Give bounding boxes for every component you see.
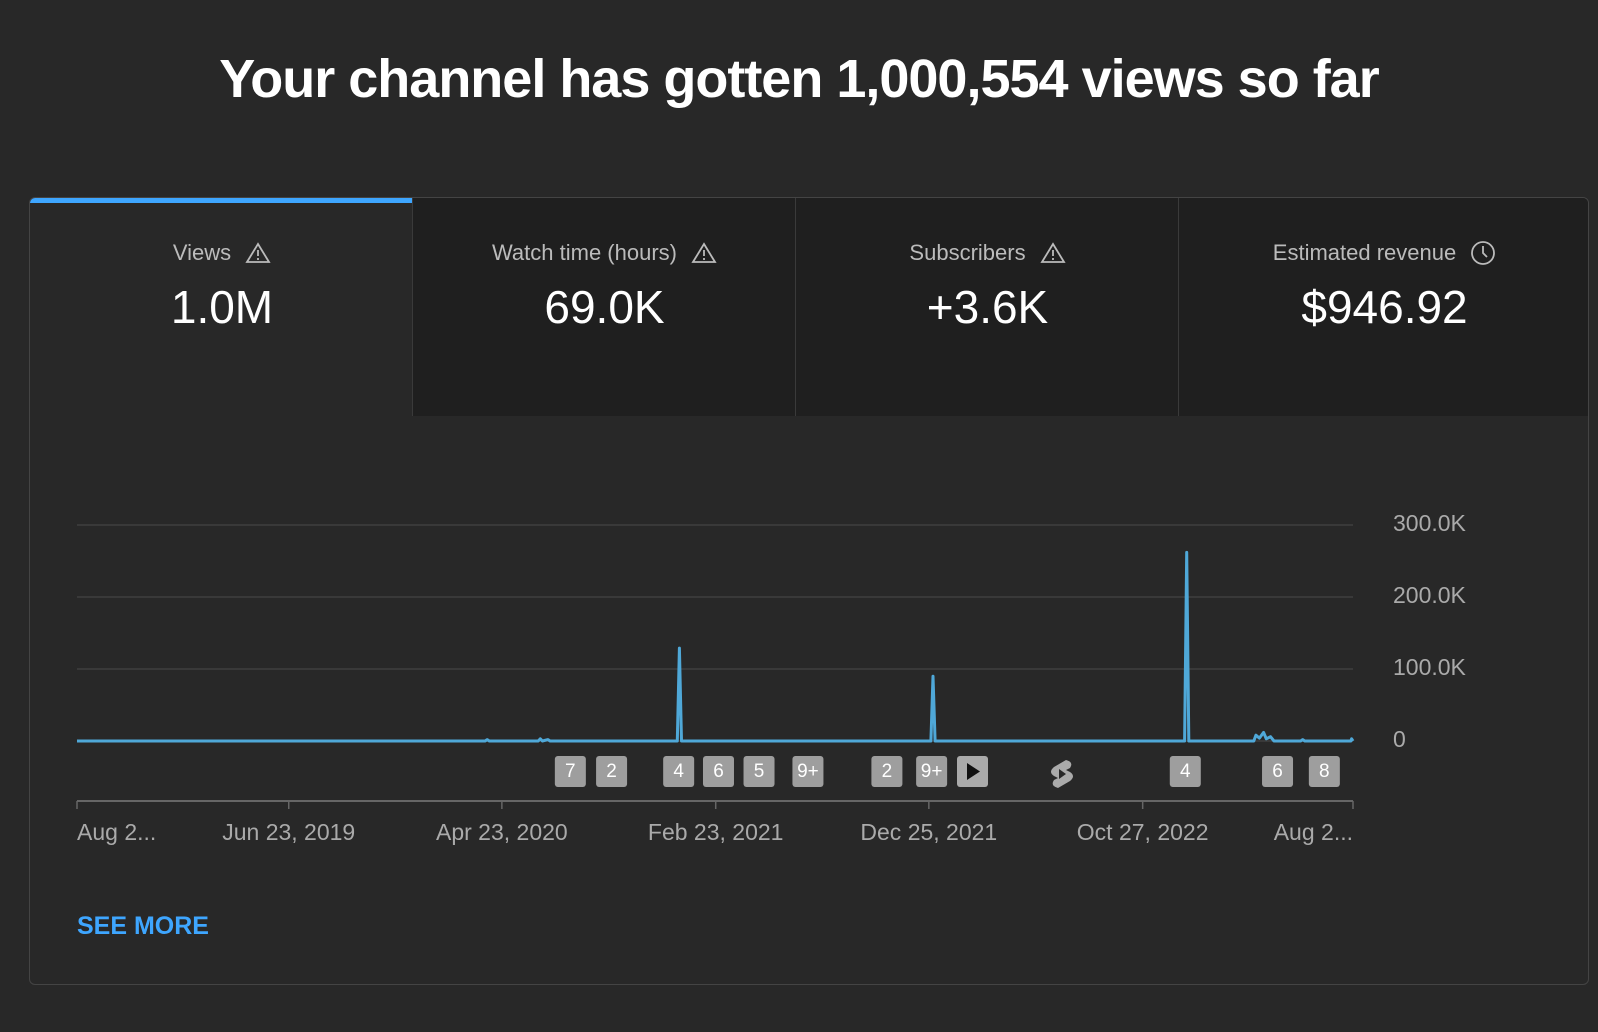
- marker-label: 9+: [797, 761, 819, 782]
- marker-box: [1308, 756, 1340, 787]
- clock-icon: [1471, 241, 1496, 265]
- marker-label: 8: [1319, 761, 1330, 782]
- video-marker[interactable]: 9+: [792, 756, 824, 787]
- line-series: [77, 550, 1355, 743]
- shorts-play: [1059, 769, 1066, 779]
- marker-label: 9+: [921, 761, 943, 782]
- tab-label: Watch time (hours): [491, 240, 677, 265]
- marker-label: 7: [565, 761, 576, 782]
- video-marker[interactable]: 5: [743, 756, 775, 787]
- marker-box: [1262, 756, 1294, 787]
- x-tick-label: Jun 23, 2019: [222, 819, 355, 845]
- video-marker[interactable]: 4: [1169, 756, 1201, 787]
- page-title: Your channel has gotten 1,000,554 views …: [219, 49, 1379, 109]
- video-marker[interactable]: 8: [1308, 756, 1340, 787]
- x-tick-label: Feb 23, 2021: [648, 819, 784, 845]
- tab[interactable]: Estimated revenue $946.92: [1178, 198, 1588, 416]
- see-more-link[interactable]: SEE MORE: [77, 912, 209, 940]
- warning-icon: [691, 242, 717, 263]
- marker-box: [554, 756, 586, 787]
- tab-value: 1.0M: [170, 281, 274, 333]
- x-tick-label: Aug 2...: [77, 819, 156, 845]
- tab-label: Views: [172, 240, 232, 265]
- marker-label: 4: [673, 761, 684, 782]
- tab[interactable]: Watch time (hours) 69.0K: [412, 198, 796, 416]
- marker-box: [596, 756, 628, 787]
- video-marker[interactable]: 6: [702, 756, 734, 787]
- video-marker[interactable]: 9+: [916, 756, 948, 787]
- y-tick-label: 0: [1393, 726, 1406, 752]
- marker-box: [1169, 756, 1201, 787]
- marker-label: 2: [606, 761, 617, 782]
- analytics-card: Views 1.0M Watch time (hours) 69.0K Subscr…: [29, 197, 1589, 985]
- video-marker[interactable]: 7: [554, 756, 586, 787]
- tab[interactable]: Views 1.0M: [30, 198, 414, 416]
- tab[interactable]: Subscribers +3.6K: [795, 198, 1179, 416]
- marker-box: [871, 756, 903, 787]
- marker-box: [792, 756, 824, 787]
- x-tick-label: Aug 2...: [1274, 819, 1353, 845]
- marker-label: 4: [1180, 761, 1191, 782]
- marker-box: [916, 756, 948, 787]
- tab-value: 69.0K: [544, 281, 665, 333]
- marker-box: [743, 756, 775, 787]
- marker-label: 6: [713, 761, 724, 782]
- tab-value: +3.6K: [926, 281, 1049, 333]
- video-marker[interactable]: 2: [871, 756, 903, 787]
- play-icon: [967, 763, 980, 780]
- chart: 0 100.0K 200.0K 300.0K Aug 2... Jun 23, 2019 A…: [76, 510, 1467, 845]
- y-tick-label: 100.0K: [1393, 654, 1467, 680]
- x-tick-label: Oct 27, 2022: [1077, 819, 1209, 845]
- marker-label: 6: [1272, 761, 1283, 782]
- marker-box: [663, 756, 695, 787]
- tab-label: Estimated revenue: [1272, 240, 1457, 265]
- x-tick-label: Dec 25, 2021: [860, 819, 997, 845]
- warning-icon: [245, 242, 271, 263]
- tab-label: Subscribers: [909, 240, 1026, 265]
- y-tick-label: 300.0K: [1393, 510, 1467, 536]
- y-tick-label: 200.0K: [1393, 582, 1467, 608]
- video-marker[interactable]: 4: [663, 756, 695, 787]
- tab-value: $946.92: [1301, 281, 1468, 333]
- marker-box: [702, 756, 734, 787]
- marker-label: 5: [754, 761, 765, 782]
- video-marker[interactable]: 6: [1262, 756, 1294, 787]
- video-marker[interactable]: 2: [596, 756, 628, 787]
- x-tick-label: Apr 23, 2020: [436, 819, 568, 845]
- warning-icon: [1039, 242, 1066, 263]
- marker-label: 2: [882, 761, 893, 782]
